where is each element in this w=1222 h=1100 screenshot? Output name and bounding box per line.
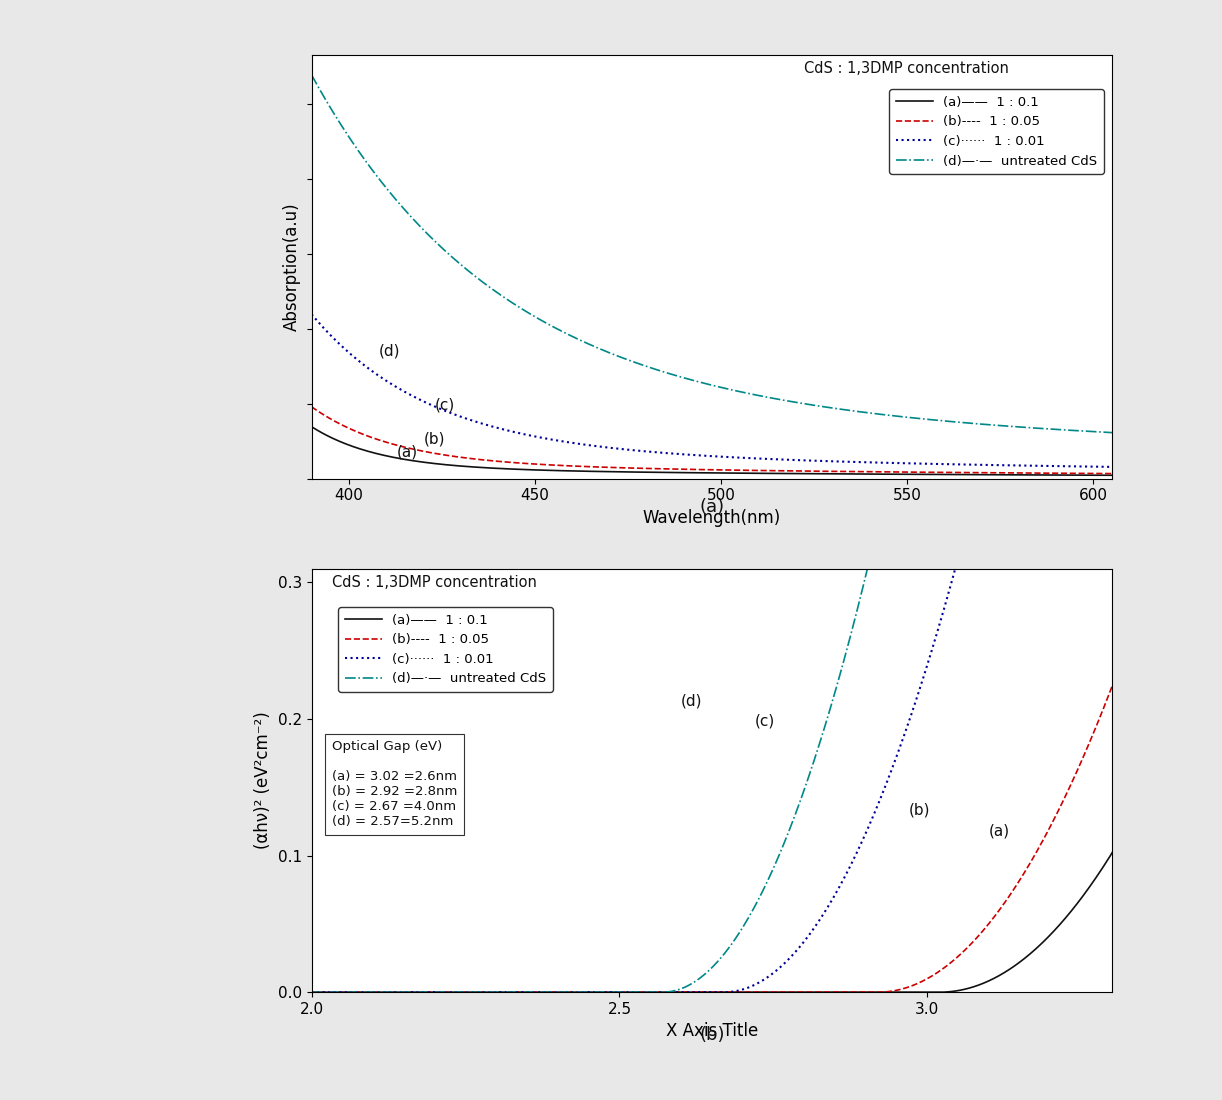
Text: (b): (b) <box>423 431 445 447</box>
Text: (a): (a) <box>397 444 418 460</box>
Y-axis label: Absorption(a.u): Absorption(a.u) <box>284 202 301 331</box>
Legend: (a)——  1 : 0.1, (b)‐‐‐‐  1 : 0.05, (c)······  1 : 0.01, (d)—·—  untreated CdS: (a)—— 1 : 0.1, (b)‐‐‐‐ 1 : 0.05, (c)····… <box>338 607 554 692</box>
Text: Optical Gap (eV)

(a) = 3.02 =2.6nm
(b) = 2.92 =2.8nm
(c) = 2.67 =4.0nm
(d) = 2.: Optical Gap (eV) (a) = 3.02 =2.6nm (b) =… <box>331 740 457 828</box>
Text: CdS : 1,3DMP concentration: CdS : 1,3DMP concentration <box>331 575 536 590</box>
Text: (d): (d) <box>379 343 400 359</box>
Text: CdS : 1,3DMP concentration: CdS : 1,3DMP concentration <box>804 62 1008 76</box>
X-axis label: X Axis Title: X Axis Title <box>666 1023 758 1041</box>
Text: (c): (c) <box>755 714 775 729</box>
Text: (a): (a) <box>700 497 725 516</box>
Text: (a): (a) <box>989 823 1011 838</box>
Text: (b): (b) <box>700 1025 725 1044</box>
X-axis label: Wavelength(nm): Wavelength(nm) <box>643 509 781 527</box>
Legend: (a)——  1 : 0.1, (b)‐‐‐‐  1 : 0.05, (c)······  1 : 0.01, (d)—·—  untreated CdS: (a)—— 1 : 0.1, (b)‐‐‐‐ 1 : 0.05, (c)····… <box>888 89 1103 174</box>
Y-axis label: (αhν)² (eV²cm⁻²): (αhν)² (eV²cm⁻²) <box>254 712 273 849</box>
Text: (c): (c) <box>435 397 455 412</box>
Text: (b): (b) <box>909 803 930 817</box>
Text: (d): (d) <box>681 693 703 708</box>
